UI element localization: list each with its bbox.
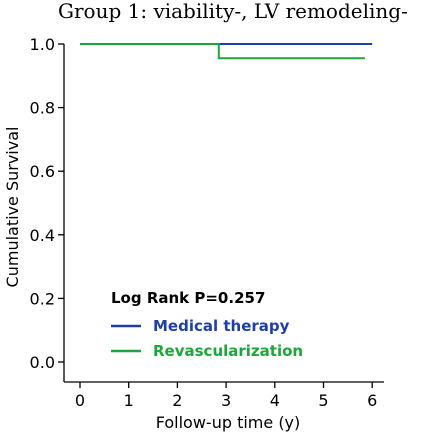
y-tick-label: 0.8	[30, 99, 55, 118]
y-tick-label: 0.2	[30, 289, 55, 308]
log-rank-annotation: Log Rank P=0.257	[111, 289, 265, 307]
y-tick-label: 1.0	[30, 35, 55, 54]
y-axis-ticks: 0.0 0.2 0.4 0.6 0.8 1.0	[30, 35, 64, 372]
x-tick-label: 1	[124, 391, 134, 410]
chart-title: Group 1: viability-, LV remodeling-	[58, 0, 408, 23]
series-line-revascularization	[80, 43, 365, 60]
y-axis-label: Cumulative Survival	[3, 127, 22, 288]
legend: Medical therapy Revascularization	[111, 317, 303, 360]
y-tick-label: 0.6	[30, 162, 55, 181]
series-lines	[80, 43, 373, 60]
x-axis-ticks: 0 1 2 3 4 5 6	[75, 382, 377, 410]
axes	[63, 44, 384, 383]
x-tick-label: 5	[318, 391, 328, 410]
y-tick-label: 0.4	[30, 226, 55, 245]
x-tick-label: 3	[221, 391, 231, 410]
x-tick-label: 0	[75, 391, 85, 410]
x-axis-label: Follow-up time (y)	[156, 413, 301, 432]
x-tick-label: 2	[172, 391, 182, 410]
x-tick-label: 6	[367, 391, 377, 410]
legend-label: Medical therapy	[153, 317, 290, 335]
x-tick-label: 4	[270, 391, 280, 410]
legend-label: Revascularization	[153, 342, 303, 360]
y-tick-label: 0.0	[30, 353, 55, 372]
